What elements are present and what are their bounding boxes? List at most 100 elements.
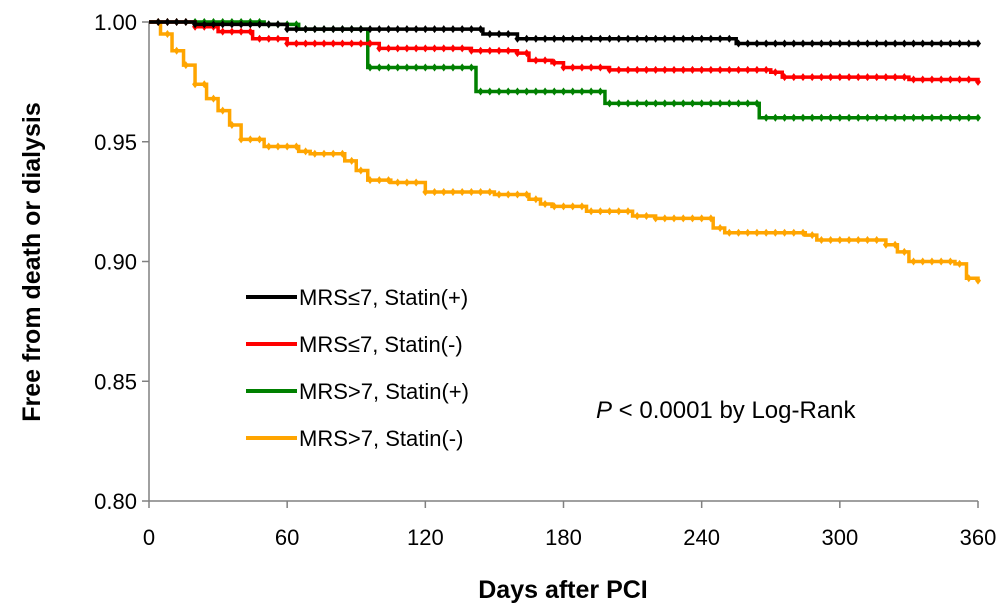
- censor-marker: [836, 39, 843, 48]
- censor-marker: [698, 65, 705, 74]
- censor-marker: [855, 235, 862, 244]
- series-2: [149, 18, 981, 122]
- censor-marker: [330, 25, 337, 34]
- censor-marker: [634, 211, 641, 220]
- censor-marker: [892, 240, 899, 249]
- censor-marker: [938, 113, 945, 122]
- censor-marker: [689, 214, 696, 223]
- censor-marker: [956, 75, 963, 84]
- censor-marker: [882, 113, 889, 122]
- censor-marker: [882, 240, 889, 249]
- censor-marker: [422, 44, 429, 53]
- series-layer: [149, 18, 981, 285]
- censor-marker: [496, 87, 503, 96]
- censor-marker: [348, 25, 355, 34]
- censor-marker: [284, 25, 291, 34]
- censor-marker: [855, 39, 862, 48]
- censor-marker: [376, 25, 383, 34]
- censor-marker: [164, 29, 171, 38]
- censor-marker: [781, 39, 788, 48]
- censor-marker: [210, 94, 217, 103]
- censor-marker: [219, 106, 226, 115]
- censor-marker: [818, 73, 825, 82]
- censor-marker: [763, 228, 770, 237]
- censor-marker: [376, 44, 383, 53]
- censor-marker: [818, 235, 825, 244]
- censor-marker: [588, 87, 595, 96]
- censor-marker: [449, 63, 456, 72]
- censor-marker: [293, 25, 300, 34]
- censor-marker: [164, 18, 171, 26]
- censor-marker: [385, 44, 392, 53]
- series-line: [149, 20, 978, 46]
- censor-marker: [311, 39, 318, 48]
- censor-marker: [910, 257, 917, 266]
- censor-marker: [689, 99, 696, 108]
- x-tick-label: 360: [960, 525, 997, 550]
- censor-marker: [965, 39, 972, 48]
- censor-marker: [919, 75, 926, 84]
- censor-marker: [422, 63, 429, 72]
- censor-marker: [394, 178, 401, 187]
- censor-marker: [486, 46, 493, 55]
- censor-marker: [532, 195, 539, 204]
- censor-marker: [486, 188, 493, 197]
- censor-marker: [367, 176, 374, 185]
- censor-marker: [873, 73, 880, 82]
- censor-marker: [542, 87, 549, 96]
- censor-marker: [707, 99, 714, 108]
- censor-marker: [514, 87, 521, 96]
- censor-marker: [634, 34, 641, 43]
- censor-marker: [486, 29, 493, 38]
- censor-marker: [661, 34, 668, 43]
- censor-marker: [606, 65, 613, 74]
- censor-marker: [403, 178, 410, 187]
- censor-marker: [597, 34, 604, 43]
- censor-marker: [671, 65, 678, 74]
- censor-marker: [440, 188, 447, 197]
- censor-marker: [578, 87, 585, 96]
- censor-marker: [321, 149, 328, 158]
- x-tick-label: 0: [143, 525, 155, 550]
- censor-marker: [256, 20, 263, 29]
- censor-marker: [928, 39, 935, 48]
- legend-item-1: MRS≤7, Statin(-): [246, 332, 463, 357]
- censor-marker: [919, 257, 926, 266]
- censor-marker: [956, 39, 963, 48]
- censor-marker: [496, 29, 503, 38]
- censor-marker: [569, 63, 576, 72]
- censor-marker: [615, 99, 622, 108]
- censor-marker: [330, 39, 337, 48]
- legend-label: MRS>7, Statin(+): [299, 379, 469, 404]
- censor-marker: [422, 188, 429, 197]
- censor-marker: [394, 44, 401, 53]
- censor-marker: [919, 39, 926, 48]
- censor-marker: [975, 113, 981, 122]
- censor-marker: [606, 99, 613, 108]
- legend-label: MRS>7, Statin(-): [299, 426, 463, 451]
- censor-marker: [578, 63, 585, 72]
- censor-marker: [385, 25, 392, 34]
- y-tick-label: 0.95: [94, 130, 137, 155]
- censor-marker: [781, 228, 788, 237]
- censor-marker: [238, 20, 245, 29]
- censor-marker: [413, 25, 420, 34]
- censor-marker: [818, 113, 825, 122]
- censor-marker: [790, 39, 797, 48]
- censor-marker: [551, 58, 558, 67]
- censor-marker: [735, 228, 742, 237]
- censor-marker: [864, 39, 871, 48]
- censor-marker: [790, 73, 797, 82]
- censor-marker: [542, 56, 549, 65]
- censor-marker: [569, 87, 576, 96]
- censor-marker: [809, 113, 816, 122]
- y-tick-label: 0.85: [94, 369, 137, 394]
- censor-marker: [643, 99, 650, 108]
- censor-marker: [624, 99, 631, 108]
- censor-marker: [357, 39, 364, 48]
- censor-marker: [367, 39, 374, 48]
- censor-marker: [192, 20, 199, 29]
- censor-marker: [523, 49, 530, 58]
- censor-marker: [938, 39, 945, 48]
